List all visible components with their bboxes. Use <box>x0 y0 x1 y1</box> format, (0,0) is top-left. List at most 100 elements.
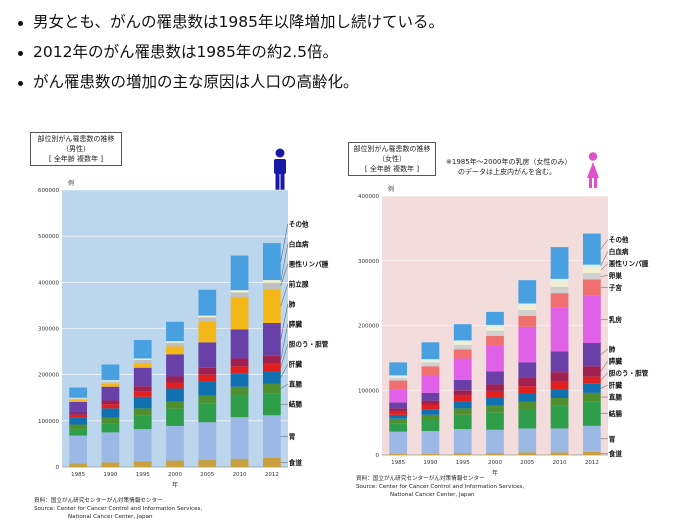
female-bar-segment <box>421 400 440 405</box>
bullet-item: がん罹患数の増加の主な原因は人口の高齢化。 <box>14 68 674 98</box>
male-bar-segment <box>166 408 184 426</box>
female-bar-segment <box>453 349 472 359</box>
male-series-label: 胆のう・胆管 <box>289 340 329 349</box>
female-bar-segment <box>389 389 408 403</box>
male-bar-segment <box>230 386 249 396</box>
female-series-label: 肺 <box>609 345 616 354</box>
male-bar-segment <box>230 395 249 418</box>
female-bar-segment <box>389 408 408 411</box>
male-bar-segment <box>101 423 120 433</box>
male-series-label: 肝臓 <box>289 360 303 369</box>
female-bar-segment <box>421 420 440 432</box>
female-label-leader <box>600 360 608 372</box>
female-bar-segment <box>421 376 440 393</box>
male-bar-segment <box>230 290 249 293</box>
male-bar-segment <box>262 363 281 372</box>
male-bar-segment <box>69 414 88 418</box>
female-series-label: 結腸 <box>609 409 623 418</box>
male-x-axis-label: 年 <box>172 481 178 488</box>
female-bar-segment <box>453 358 472 380</box>
female-bar-segment <box>518 377 537 387</box>
male-bar-segment <box>69 429 88 436</box>
female-bar-segment <box>486 330 504 336</box>
female-bar-segment <box>486 384 504 391</box>
female-bar-segment <box>486 335 504 346</box>
male-bar-segment <box>101 364 120 381</box>
female-bar-segment <box>453 401 472 409</box>
male-label-leader <box>280 364 288 378</box>
male-bar-segment <box>133 386 152 392</box>
male-bar-segment <box>262 322 281 356</box>
female-label-leader <box>600 384 608 389</box>
female-bar-segment <box>486 371 504 385</box>
male-label-leader <box>280 224 288 262</box>
female-bar-segment <box>453 341 472 345</box>
male-bar-segment <box>262 289 281 323</box>
female-bar-segment <box>453 453 472 455</box>
male-bar-segment <box>166 354 184 377</box>
male-bar-segment <box>198 395 217 404</box>
female-y-tick-label: 400000 <box>358 194 379 200</box>
male-series-label: 結腸 <box>289 400 303 409</box>
female-bar-segment <box>421 392 440 401</box>
female-x-tick-label: 1995 <box>456 460 470 466</box>
female-chart-source: 資料：国立がん研究センターがん対策情報センター Source: Center f… <box>356 476 524 499</box>
male-bar-segment <box>230 329 249 359</box>
male-chart-title: 部位別がん罹患数の推移 <box>37 135 115 143</box>
male-bar-segment <box>166 346 184 355</box>
female-y-tick-label: 100000 <box>358 388 379 394</box>
male-bar-segment <box>101 432 120 463</box>
male-chart-svg: 0 100000 200000 300000 400000 500000 600000 例 19… <box>38 179 329 488</box>
female-y-tick-label: 200000 <box>358 324 379 330</box>
male-source-en-1: Source: Center for Cancer Control and In… <box>34 505 203 512</box>
female-bar-segment <box>518 452 537 455</box>
male-bar-segment <box>69 417 88 425</box>
female-x-tick-label: 2000 <box>488 460 502 466</box>
male-series-label: 食道 <box>289 458 303 467</box>
female-x-tick-label: 1990 <box>423 460 437 466</box>
male-label-leader <box>280 304 288 340</box>
male-bar-segment <box>101 380 120 382</box>
male-bar-segment <box>230 255 249 291</box>
male-bar-segment <box>69 463 88 467</box>
male-bar-segment <box>69 398 88 401</box>
female-annotation-line-2: のデータは上皮内がんを含む。 <box>458 167 556 176</box>
bullet-dot <box>18 80 23 86</box>
male-bar-segment <box>198 367 217 375</box>
male-bar-segment <box>230 417 249 459</box>
male-bar-segment <box>133 358 152 360</box>
female-bar-segment <box>421 414 440 421</box>
female-bar-segment <box>582 451 601 455</box>
bullet-text: がん罹患数の増加の主な原因は人口の高齢化。 <box>33 73 359 92</box>
female-bar-segment <box>582 295 601 343</box>
male-bar-segment <box>262 282 281 290</box>
male-y-tick-label: 600000 <box>38 188 59 194</box>
bullet-text: 2012年のがん罹患数は1985年の約2.5倍。 <box>33 43 339 62</box>
female-bar-segment <box>421 453 440 455</box>
male-bar-segment <box>262 393 281 416</box>
female-bar-segment <box>518 393 537 402</box>
male-bar-segment <box>101 462 120 467</box>
female-bar-segment <box>421 366 440 377</box>
female-bar-segment <box>453 414 472 430</box>
female-source-en-1: Source: Center for Cancer Control and In… <box>356 483 525 490</box>
female-label-leader <box>600 251 608 267</box>
female-bar-segment <box>486 398 504 406</box>
male-bar-segment <box>166 341 184 343</box>
female-bar-segment <box>421 404 440 410</box>
male-y-axis-label: 例 <box>68 179 74 187</box>
male-bar-segment <box>198 381 217 396</box>
male-bar-segment <box>166 388 184 402</box>
male-bar-segment <box>133 429 152 462</box>
male-bar-segment <box>101 400 120 405</box>
male-x-tick-label: 2012 <box>265 472 279 478</box>
female-bar-segment <box>582 342 601 367</box>
male-bar-segment <box>262 415 281 458</box>
female-bar-segment <box>389 377 408 381</box>
female-bar-segment <box>550 381 569 389</box>
female-y-tick-label: 300000 <box>358 259 379 265</box>
male-label-leader <box>280 244 288 282</box>
male-bar-segment <box>133 359 152 364</box>
female-bar-segment <box>389 453 408 455</box>
female-chart-svg: 0 100000 200000 300000 400000 例 1985 1990 1995 20… <box>358 185 649 477</box>
